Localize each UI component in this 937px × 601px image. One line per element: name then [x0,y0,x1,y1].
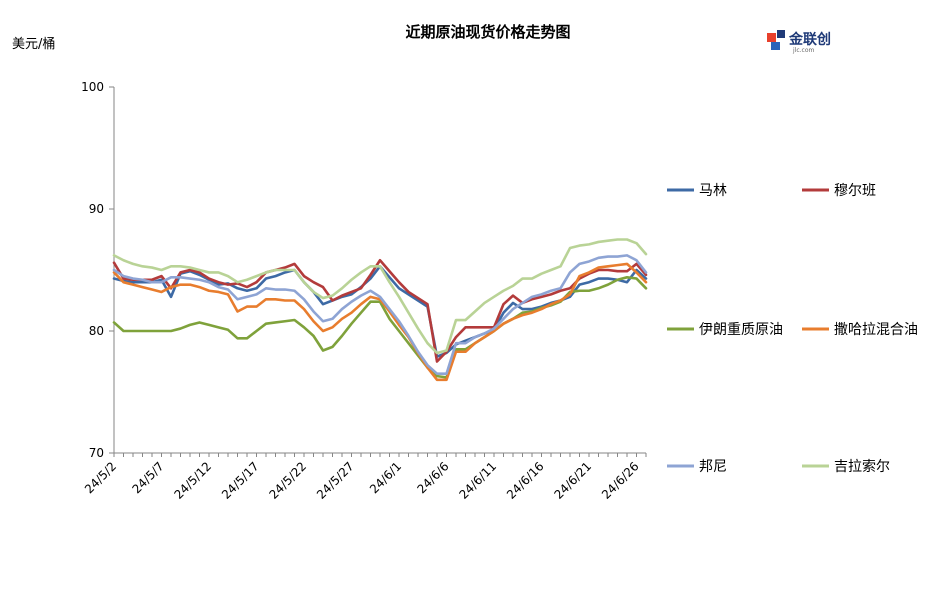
legend-label: 伊朗重质原油 [699,322,783,338]
x-tick-label: 24/5/7 [129,459,166,496]
legend-label: 穆尔班 [834,183,876,199]
series-line-3 [112,262,648,382]
x-tick-label: 24/5/22 [267,459,310,502]
x-tick-label: 24/6/6 [414,459,451,496]
y-tick-label: 70 [89,446,104,460]
legend-label: 马林 [699,183,727,199]
y-axis-unit-label: 美元/桶 [12,37,55,52]
logo: 金联创 jlc.com [767,30,831,54]
x-ticks: 24/5/2 24/5/7 24/5/12 24/5/17 24/5/22 24/5/27… [82,453,647,502]
x-tick-label: 24/6/21 [552,459,595,502]
series-line-2 [112,276,648,379]
x-tick-label: 24/6/26 [599,459,642,502]
legend-label: 吉拉索尔 [834,458,890,475]
logo-mark-icon [767,30,785,50]
x-tick-label: 24/6/1 [367,459,404,496]
y-ticks: 70 80 90 100 [81,80,114,460]
x-tick-label: 24/5/27 [314,459,357,502]
x-tick-label: 24/5/2 [82,459,119,496]
series-line-5 [112,238,648,355]
x-tick-label: 24/6/16 [504,459,547,502]
x-tick-label: 24/6/11 [457,459,500,502]
x-tick-label: 24/5/12 [172,459,215,502]
x-tick-label: 24/5/17 [219,459,262,502]
chart-title: 近期原油现货价格走势图 [405,23,570,41]
logo-text: 金联创 [788,31,831,48]
series-line-1 [112,258,648,363]
legend-label: 撒哈拉混合油 [834,322,918,338]
y-tick-label: 90 [89,202,104,216]
legend-label: 邦尼 [699,459,727,475]
series-lines [112,238,648,382]
logo-subtext: jlc.com [792,47,815,54]
series-line-4 [112,254,648,376]
y-tick-label: 100 [81,80,104,94]
y-tick-label: 80 [89,324,104,338]
